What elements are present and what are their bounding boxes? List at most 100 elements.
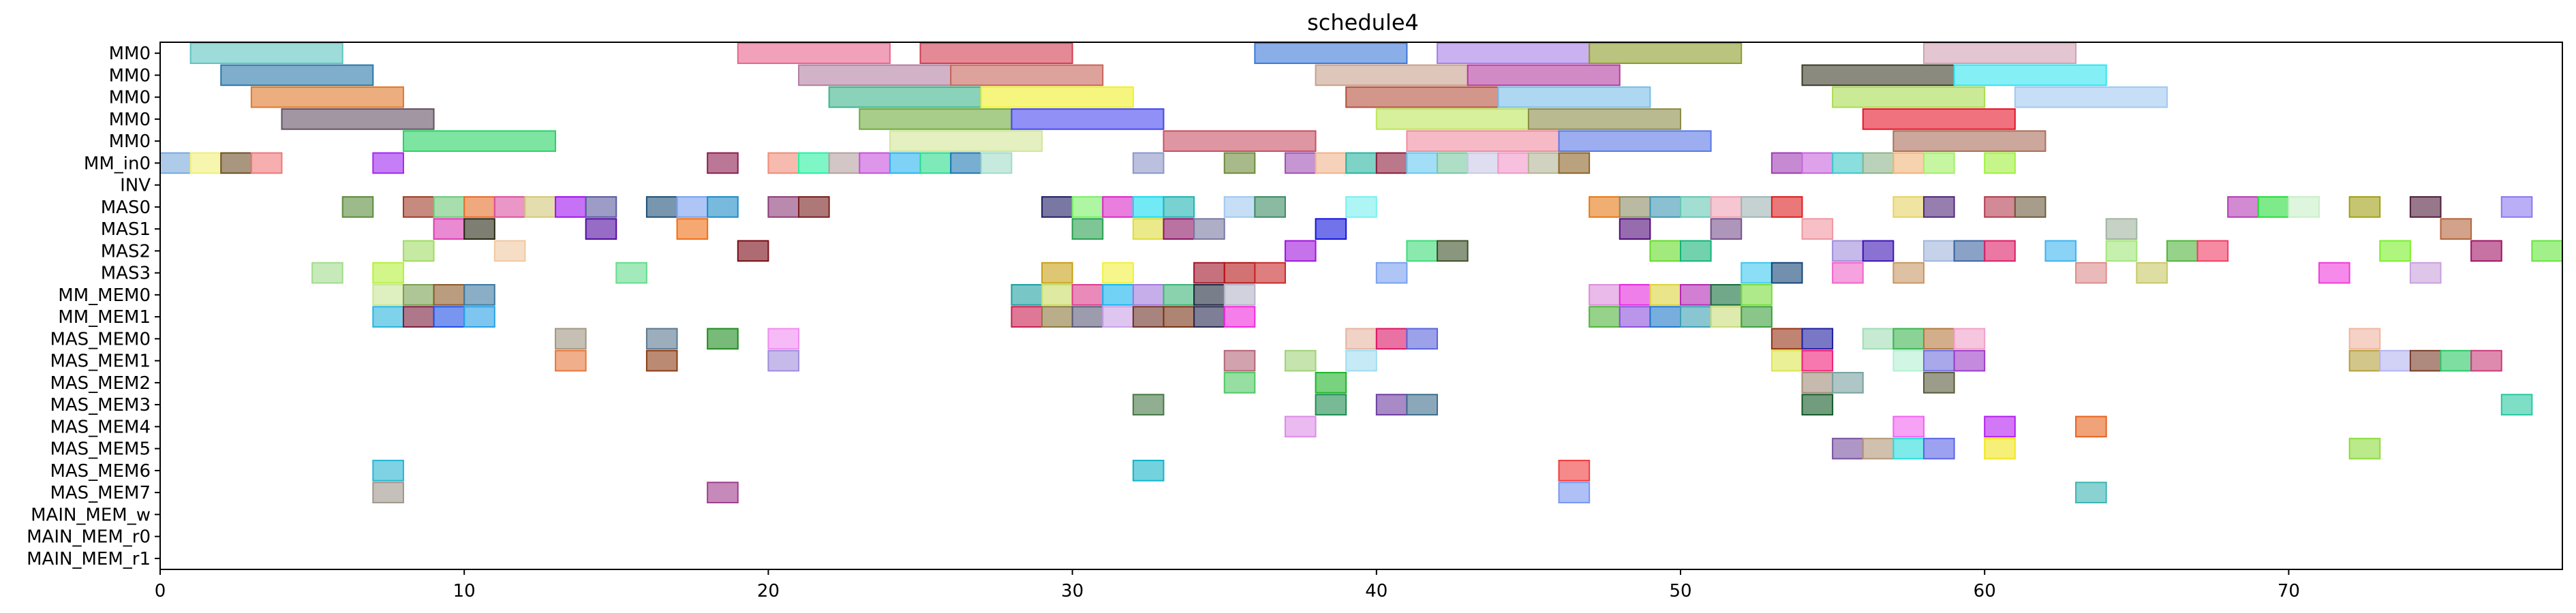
schedule-bar bbox=[828, 152, 861, 174]
schedule-bar bbox=[555, 349, 587, 372]
x-tick-label: 30 bbox=[1061, 581, 1084, 601]
schedule-bar bbox=[1832, 86, 1986, 108]
schedule-bar bbox=[707, 328, 739, 350]
y-tick-label: MAIN_MEM_r0 bbox=[27, 527, 151, 548]
schedule-bar bbox=[1892, 130, 2046, 152]
schedule-bar bbox=[1193, 306, 1225, 328]
schedule-bar bbox=[463, 306, 495, 328]
schedule-bar bbox=[1223, 306, 1256, 328]
schedule-bar bbox=[1375, 394, 1408, 415]
schedule-bar bbox=[1132, 394, 1165, 415]
schedule-bar bbox=[1862, 152, 1895, 174]
schedule-bar bbox=[433, 306, 465, 328]
schedule-bar bbox=[2348, 437, 2381, 460]
schedule-bar bbox=[1984, 437, 2016, 460]
schedule-bar bbox=[463, 218, 495, 240]
y-tick-label: MAS_MEM3 bbox=[50, 395, 151, 415]
schedule-bar bbox=[1892, 349, 1925, 372]
schedule-bar bbox=[1953, 328, 1986, 350]
schedule-bar bbox=[1984, 152, 2016, 174]
schedule-bar bbox=[1223, 284, 1256, 306]
schedule-bar bbox=[1680, 196, 1712, 218]
schedule-bar bbox=[645, 196, 678, 218]
schedule-bar bbox=[2409, 196, 2442, 218]
schedule-bar bbox=[1132, 196, 1165, 218]
schedule-bar bbox=[1375, 262, 1408, 284]
schedule-bar bbox=[433, 284, 465, 306]
schedule-bar bbox=[1011, 108, 1165, 130]
schedule-bar bbox=[1801, 64, 1955, 87]
schedule-bar bbox=[2348, 349, 2381, 372]
schedule-bar bbox=[1801, 372, 1834, 394]
schedule-bar bbox=[1375, 328, 1408, 350]
schedule-bar bbox=[2014, 86, 2168, 108]
schedule-bar bbox=[2500, 394, 2533, 415]
schedule-bar bbox=[828, 86, 982, 108]
schedule-bar bbox=[1345, 152, 1377, 174]
schedule-bar bbox=[1193, 218, 1225, 240]
y-tick-label: MM_MEM1 bbox=[58, 307, 151, 328]
schedule-bar bbox=[372, 482, 404, 503]
schedule-bar bbox=[1284, 415, 1317, 438]
schedule-bar bbox=[1406, 152, 1439, 174]
schedule-bar bbox=[1741, 306, 1773, 328]
schedule-bar bbox=[1770, 196, 1803, 218]
schedule-bar bbox=[372, 152, 404, 174]
y-tick-label: MAS_MEM0 bbox=[50, 329, 151, 349]
schedule-bar bbox=[1284, 152, 1317, 174]
schedule-bar bbox=[1770, 152, 1803, 174]
schedule-bar bbox=[798, 196, 830, 218]
x-tick-label: 0 bbox=[155, 581, 166, 601]
schedule-bar bbox=[1437, 42, 1591, 64]
schedule-bar bbox=[2227, 196, 2259, 218]
schedule-bar bbox=[1710, 306, 1743, 328]
schedule-bar bbox=[1770, 328, 1803, 350]
schedule-bar bbox=[1193, 262, 1225, 284]
schedule-bar bbox=[220, 152, 252, 174]
schedule-bar bbox=[1680, 240, 1712, 262]
schedule-bar bbox=[2470, 240, 2502, 262]
schedule-bar bbox=[1041, 306, 1073, 328]
schedule-bar bbox=[1984, 415, 2016, 438]
schedule-bar bbox=[189, 42, 343, 64]
schedule-bar bbox=[1710, 284, 1743, 306]
schedule-bar bbox=[1680, 284, 1712, 306]
schedule-bar bbox=[1922, 240, 1955, 262]
schedule-bar bbox=[1375, 152, 1408, 174]
schedule-bar bbox=[1832, 240, 1864, 262]
schedule-bar bbox=[1102, 262, 1134, 284]
schedule-bar bbox=[555, 328, 587, 350]
schedule-bar bbox=[1832, 152, 1864, 174]
schedule-bar bbox=[2136, 262, 2168, 284]
y-tick-label: MAIN_MEM_w bbox=[31, 505, 151, 525]
schedule-bar bbox=[1832, 437, 1864, 460]
schedule-bar bbox=[1801, 218, 1834, 240]
y-tick-label: MAS_MEM2 bbox=[50, 373, 151, 394]
schedule-bar bbox=[220, 64, 374, 87]
schedule-bar bbox=[402, 306, 435, 328]
schedule-bar bbox=[1406, 240, 1439, 262]
schedule-bar bbox=[1801, 394, 1834, 415]
schedule-bar bbox=[463, 196, 495, 218]
schedule-bar bbox=[1193, 284, 1225, 306]
x-tick-label: 20 bbox=[757, 581, 780, 601]
schedule-bar bbox=[767, 152, 800, 174]
schedule-bar bbox=[767, 196, 800, 218]
schedule-bar bbox=[1558, 460, 1591, 482]
y-tick-label: MAS_MEM5 bbox=[50, 439, 151, 460]
chart-title: schedule4 bbox=[1307, 10, 1419, 35]
schedule-bar bbox=[1832, 372, 1864, 394]
schedule-bar bbox=[1345, 328, 1377, 350]
schedule-bar bbox=[645, 328, 678, 350]
schedule-bar bbox=[1071, 218, 1104, 240]
schedule-bar bbox=[1527, 108, 1682, 130]
schedule-bar bbox=[1132, 460, 1165, 482]
schedule-bar bbox=[1832, 262, 1864, 284]
schedule-bar bbox=[2288, 196, 2320, 218]
schedule-bar bbox=[889, 130, 1043, 152]
schedule-bar bbox=[707, 196, 739, 218]
schedule-bar bbox=[1558, 130, 1712, 152]
schedule-bar bbox=[311, 262, 343, 284]
schedule-bar bbox=[372, 460, 404, 482]
schedule-bar bbox=[1801, 152, 1834, 174]
